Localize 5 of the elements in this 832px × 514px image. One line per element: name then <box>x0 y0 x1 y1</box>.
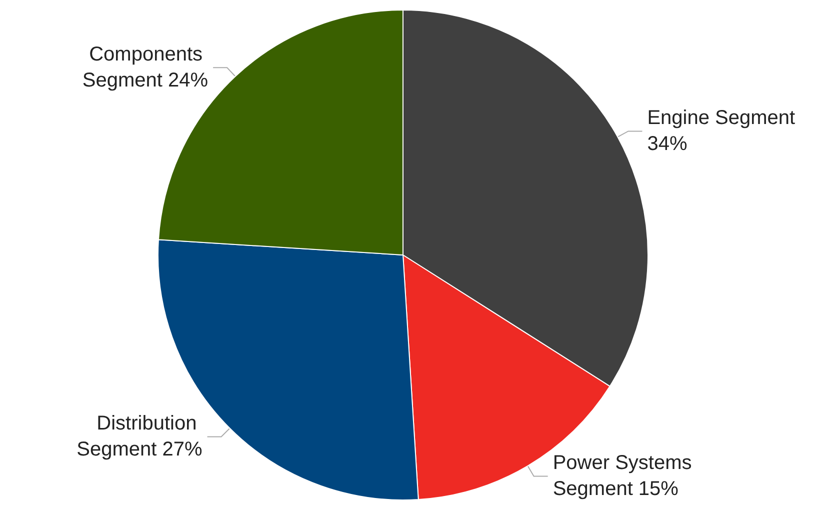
data-label: 34% <box>647 133 688 156</box>
slice-label: Engine Segment <box>647 107 801 130</box>
slice-label: Distribution Segment 27% <box>76 412 202 461</box>
slice-label: Power Systems Segment 15% <box>552 452 698 500</box>
slice-label: Components Segment 24% <box>82 44 208 92</box>
